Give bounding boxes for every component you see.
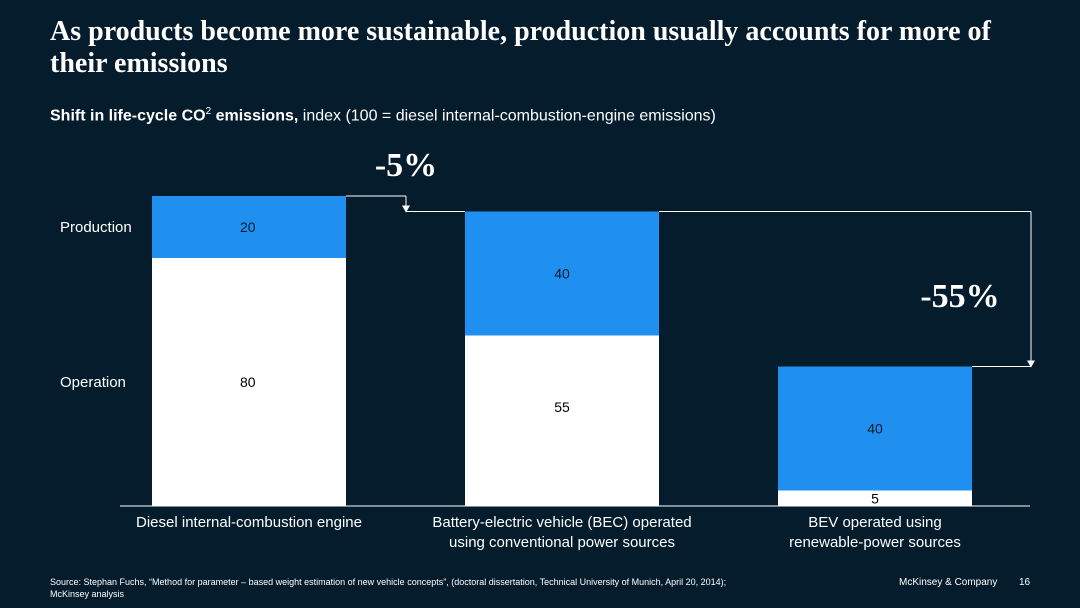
subtitle-bold-end: emissions, bbox=[211, 107, 299, 125]
bar-operation-0 bbox=[152, 258, 346, 506]
subtitle-rest: index (100 = diesel internal-combustion-… bbox=[298, 107, 716, 125]
category-label-1-1: using conventional power sources bbox=[449, 534, 675, 551]
subtitle-sup: 2 bbox=[205, 106, 212, 117]
category-label-1-0: Battery-electric vehicle (BEC) operated bbox=[432, 514, 691, 531]
category-label-0-0: Diesel internal-combustion engine bbox=[136, 514, 362, 531]
bar-operation-2 bbox=[778, 490, 972, 506]
annotation-label-0: -5% bbox=[375, 147, 437, 184]
page-title: As products become more sustainable, pro… bbox=[50, 16, 991, 79]
category-label-2-0: BEV operated using bbox=[808, 514, 941, 531]
series-label-operation: Operation bbox=[60, 374, 126, 391]
data-label-production-1: 40 bbox=[554, 266, 570, 282]
category-label-2-1: renewable-power sources bbox=[789, 534, 961, 551]
series-label-production: Production bbox=[60, 219, 132, 236]
data-label-production-0: 20 bbox=[240, 219, 256, 235]
data-label-operation-0: 80 bbox=[240, 374, 256, 390]
page-number: 16 bbox=[1019, 577, 1031, 588]
bar-production-0 bbox=[152, 196, 346, 258]
annotation-label-1: -55% bbox=[920, 278, 999, 315]
chart-subtitle: Shift in life-cycle CO2 emissions, index… bbox=[50, 106, 716, 125]
source-note: Source: Stephan Fuchs, “Method for param… bbox=[50, 577, 727, 599]
bar-production-1 bbox=[465, 211, 659, 336]
brand-label: McKinsey & Company bbox=[899, 577, 998, 588]
data-label-operation-1: 55 bbox=[554, 399, 570, 415]
data-label-operation-2: 5 bbox=[871, 490, 879, 506]
stacked-bar-chart: 80 20 55 40 5 40 Operation Production Diesel int… bbox=[60, 147, 1035, 551]
bar-operation-1 bbox=[465, 335, 659, 506]
annotation-arrowhead-1 bbox=[1027, 360, 1035, 368]
bar-production-2 bbox=[778, 366, 972, 491]
data-label-production-2: 40 bbox=[867, 421, 883, 437]
subtitle-bold: Shift in life-cycle CO bbox=[50, 107, 206, 125]
annotation-arrowhead-0 bbox=[402, 205, 410, 213]
